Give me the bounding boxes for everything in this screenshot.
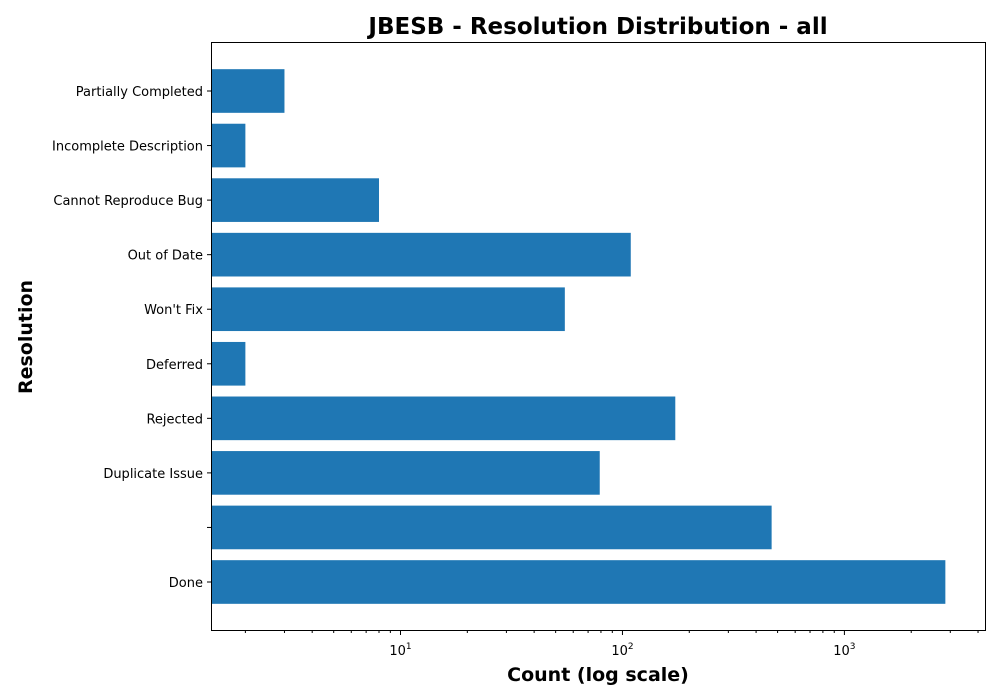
- plot-frame: [211, 42, 986, 631]
- bar-rejected: [211, 396, 676, 441]
- x-axis-label: Count (log scale): [507, 664, 689, 686]
- x-tick-label: 103: [833, 642, 855, 659]
- y-tick-label: Rejected: [146, 412, 203, 427]
- bar-blank: [211, 505, 772, 550]
- bar-partially-completed: [211, 69, 285, 113]
- bar-deferred: [211, 341, 246, 386]
- bar-won-t-fix: [211, 287, 565, 332]
- y-tick-label: Partially Completed: [76, 85, 203, 100]
- y-axis-label: Resolution: [15, 280, 37, 394]
- y-tick-label: Duplicate Issue: [103, 467, 203, 482]
- y-tick-label: Out of Date: [128, 249, 203, 264]
- y-axis: Done Duplicate Issue Rejected Deferred Won't…: [52, 85, 211, 591]
- x-axis: 101 102 103: [244, 630, 979, 659]
- x-tick-label: 102: [611, 642, 633, 659]
- chart-title: JBESB - Resolution Distribution - all: [366, 14, 827, 40]
- x-tick-label: 101: [389, 642, 411, 659]
- y-tick-label: Incomplete Description: [52, 140, 203, 155]
- bars-group: [211, 69, 946, 604]
- y-tick-label: Cannot Reproduce Bug: [53, 194, 203, 209]
- bar-cannot-reproduce-bug: [211, 178, 380, 222]
- bar-incomplete-description: [211, 123, 246, 168]
- bar-done: [211, 560, 946, 604]
- bar-out-of-date: [211, 232, 631, 277]
- bar-duplicate-issue: [211, 451, 600, 495]
- y-tick-label: Done: [169, 576, 203, 591]
- y-tick-label: Deferred: [146, 358, 203, 373]
- y-tick-label: Won't Fix: [144, 303, 203, 318]
